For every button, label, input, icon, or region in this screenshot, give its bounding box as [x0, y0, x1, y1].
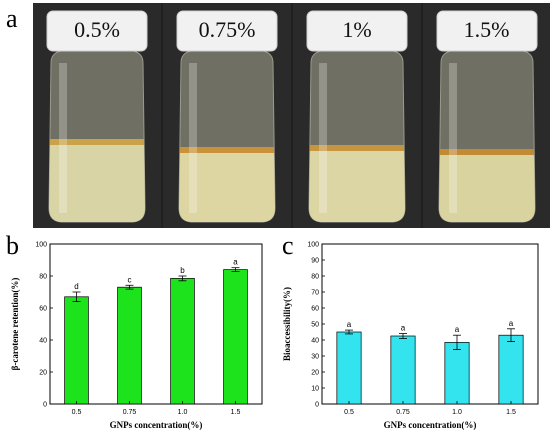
- x-tick-label: 1.0: [178, 409, 188, 416]
- plot-frame: [49, 243, 263, 405]
- significance-label: a: [455, 325, 460, 334]
- x-tick-label: 0.75: [123, 409, 137, 416]
- jar-3-label: 1%: [342, 17, 372, 42]
- y-axis-title: Bioaccessibility(%): [282, 287, 292, 361]
- chart-c: 0 10 20 30 40 50 60 70 80 90 100 a 0.5 a 0.75 a 1.0 a 1.5 G…: [276, 232, 550, 440]
- y-tick-label: 80: [311, 274, 319, 281]
- x-tick-label: 0.5: [72, 409, 82, 416]
- jar-4: 1.5%: [423, 3, 550, 228]
- y-tick-label: 40: [311, 338, 319, 345]
- y-tick-label: 20: [39, 370, 47, 377]
- bar: [117, 286, 142, 405]
- y-tick-label: 50: [311, 322, 319, 329]
- y-tick-label: 10: [311, 386, 319, 393]
- y-tick-label: 30: [311, 354, 319, 361]
- y-tick-label: 0: [43, 402, 47, 409]
- bar: [223, 269, 248, 405]
- y-tick-label: 0: [315, 402, 319, 409]
- significance-label: a: [347, 320, 352, 329]
- jar-1-label: 0.5%: [74, 17, 120, 42]
- x-axis-title: GNPs concentration(%): [384, 420, 477, 430]
- jar-2: 0.75%: [163, 3, 291, 228]
- x-tick-label: 1.5: [506, 409, 516, 416]
- y-axis-title: β-carotene retention(%): [10, 278, 20, 371]
- significance-label: b: [180, 266, 185, 275]
- bar: [390, 335, 416, 405]
- panel-c-letter: c: [282, 231, 294, 260]
- y-tick-label: 60: [311, 306, 319, 313]
- significance-label: d: [74, 282, 78, 291]
- y-tick-label: 20: [311, 370, 319, 377]
- x-tick-label: 1.0: [452, 409, 462, 416]
- y-tick-label: 70: [311, 290, 319, 297]
- jar-3: 1%: [293, 3, 421, 228]
- bar: [498, 334, 524, 405]
- bar: [64, 296, 89, 405]
- significance-label: c: [128, 275, 132, 284]
- jar-photograph: 0.5% 0.75% 1%: [33, 3, 550, 228]
- y-tick-label: 60: [39, 306, 47, 313]
- y-tick-label: 80: [39, 274, 47, 281]
- bar: [170, 278, 195, 405]
- chart-b: 0 20 40 60 80 100 d 0.5 c 0.75 b 1.0 a 1.5 GNPs concen…: [0, 232, 275, 440]
- y-tick-label: 100: [307, 242, 319, 249]
- significance-label: a: [233, 258, 238, 267]
- x-tick-label: 0.5: [344, 409, 354, 416]
- jar-1: 0.5%: [33, 3, 161, 228]
- x-tick-label: 1.5: [231, 409, 241, 416]
- jar-4-label: 1.5%: [463, 17, 510, 42]
- panel-a-letter: a: [6, 4, 18, 33]
- y-tick-label: 90: [311, 258, 319, 265]
- bar: [444, 342, 470, 405]
- y-tick-label: 100: [35, 242, 47, 249]
- significance-label: a: [509, 319, 514, 328]
- x-axis-title: GNPs concentration(%): [110, 420, 203, 430]
- panel-b-letter: b: [6, 231, 19, 260]
- chart-c-svg: 0 10 20 30 40 50 60 70 80 90 100 a 0.5 a 0.75 a 1.0 a 1.5 G…: [282, 242, 539, 430]
- jar-2-label: 0.75%: [198, 17, 256, 42]
- significance-label: a: [401, 324, 406, 333]
- chart-b-svg: 0 20 40 60 80 100 d 0.5 c 0.75 b 1.0 a 1.5 GNPs concen…: [10, 242, 263, 430]
- bar: [336, 331, 362, 405]
- y-tick-label: 40: [39, 338, 47, 345]
- x-tick-label: 0.75: [396, 409, 410, 416]
